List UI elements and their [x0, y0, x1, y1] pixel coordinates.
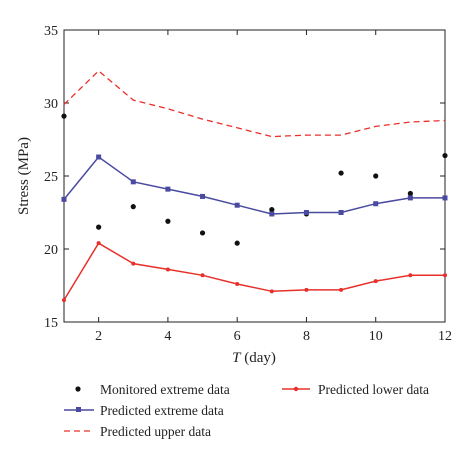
data-point-monitored — [199, 230, 206, 236]
x-axis-label-unit: (day) — [240, 350, 275, 366]
data-point-predicted-lower — [304, 287, 309, 292]
x-axis-label: T (day) — [232, 350, 276, 366]
data-point-predicted-extreme — [303, 210, 309, 215]
legend-label-predicted-extreme: Predicted extreme data — [100, 403, 224, 418]
x-tick-label: 2 — [95, 329, 102, 344]
data-point-monitored — [373, 173, 379, 179]
x-tick-label: 10 — [369, 329, 383, 344]
plot-frame — [63, 29, 446, 323]
legend-item-monitored: Monitored extreme data — [75, 382, 230, 397]
data-point-monitored — [442, 152, 448, 159]
series-layer — [61, 70, 448, 303]
y-tick-label: 20 — [44, 243, 58, 258]
data-point-predicted-lower — [443, 273, 447, 278]
legend-marker-monitored — [75, 386, 81, 392]
x-tick-label: 4 — [164, 329, 171, 344]
data-point-predicted-extreme — [373, 201, 379, 207]
y-axis-label: Stress (MPa) — [16, 137, 32, 215]
data-point-predicted-lower — [235, 282, 240, 287]
series-line-3 — [63, 242, 445, 301]
data-point-predicted-lower — [373, 279, 378, 284]
data-point-monitored — [407, 190, 413, 197]
data-point-predicted-lower — [131, 261, 136, 266]
legend-label-predicted-upper: Predicted upper data — [100, 424, 211, 439]
legend-label-monitored: Monitored extreme data — [100, 382, 230, 397]
data-point-monitored — [165, 218, 171, 224]
legend-item-predicted-upper: Predicted upper data — [64, 424, 211, 439]
legend-item-predicted-lower: Predicted lower data — [282, 382, 429, 397]
x-tick-label: 8 — [303, 329, 310, 344]
y-tick-label: 35 — [44, 24, 58, 39]
data-point-predicted-lower — [62, 298, 66, 303]
data-point-monitored — [269, 206, 275, 213]
y-tick-label: 30 — [44, 97, 58, 112]
x-tick-label: 6 — [234, 329, 241, 344]
axis-ticks: 2 4 6 8 10 12 15 20 25 30 35 — [44, 24, 452, 344]
data-point-monitored — [96, 224, 102, 230]
legend-marker-predicted-extreme — [76, 407, 81, 412]
data-point-predicted-extreme — [165, 186, 171, 192]
data-point-predicted-extreme — [407, 195, 413, 201]
y-tick-label: 25 — [44, 170, 58, 185]
data-point-predicted-extreme — [96, 154, 102, 160]
data-point-predicted-extreme — [269, 211, 275, 217]
y-tick-label: 15 — [44, 316, 58, 331]
data-point-predicted-extreme — [130, 179, 136, 185]
data-point-predicted-lower — [408, 273, 413, 278]
data-point-predicted-lower — [269, 289, 274, 294]
x-axis-label-variable: T — [232, 350, 242, 366]
data-point-predicted-lower — [200, 273, 205, 278]
x-tick-label: 12 — [438, 329, 452, 344]
data-point-predicted-lower — [96, 241, 101, 246]
data-point-monitored — [338, 170, 344, 176]
data-point-monitored — [61, 113, 67, 119]
data-point-predicted-extreme — [61, 196, 67, 202]
series-line-1 — [63, 155, 445, 215]
legend-label-predicted-lower: Predicted lower data — [318, 382, 429, 397]
data-point-monitored — [234, 240, 240, 246]
data-point-predicted-lower — [339, 287, 344, 292]
data-point-predicted-extreme — [338, 210, 344, 215]
data-point-predicted-extreme — [442, 195, 448, 201]
data-point-predicted-lower — [165, 267, 170, 272]
data-point-monitored — [130, 204, 136, 210]
data-point-predicted-extreme — [234, 202, 240, 208]
legend: Monitored extreme data Predicted extreme… — [64, 382, 429, 439]
legend-marker-predicted-lower — [293, 386, 299, 392]
series-line-2 — [63, 70, 446, 138]
data-point-predicted-extreme — [200, 193, 206, 199]
legend-item-predicted-extreme: Predicted extreme data — [64, 403, 224, 418]
